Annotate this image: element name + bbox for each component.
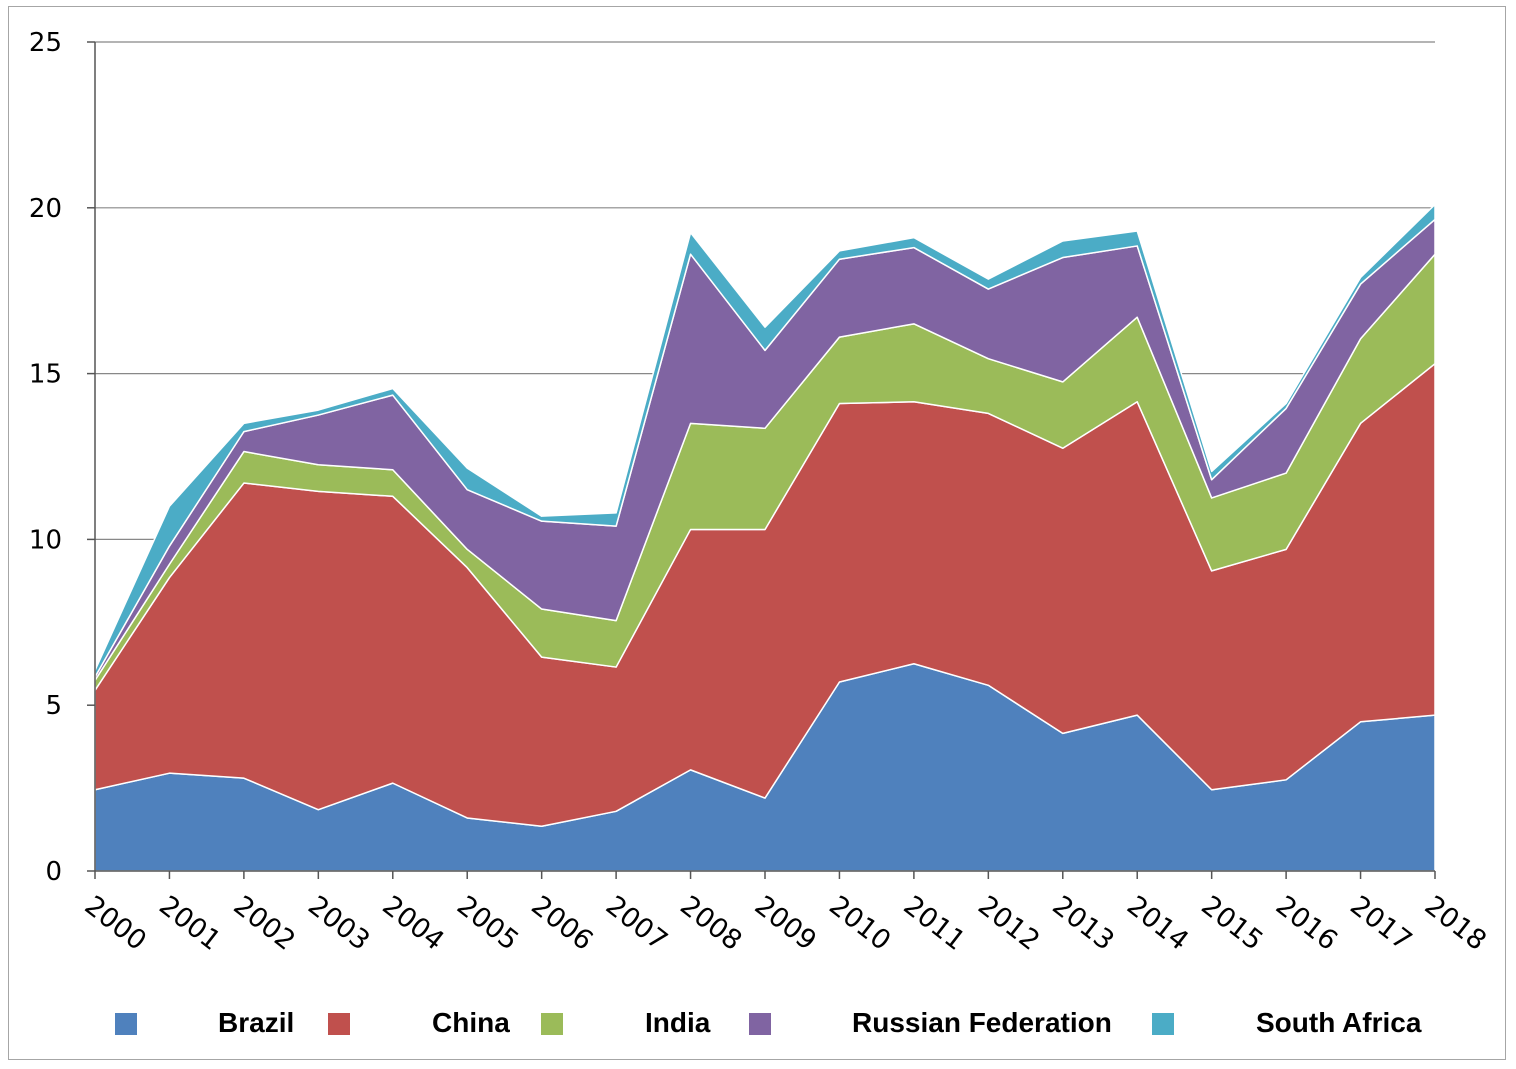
- x-tick-label: 2004: [376, 890, 449, 957]
- y-tick-labels: 0 5 10 15 20 25: [29, 28, 62, 887]
- x-tick-label: 2001: [153, 890, 226, 957]
- x-tick-label: 2013: [1046, 890, 1119, 957]
- legend-swatch-india: [541, 1013, 563, 1035]
- x-tick-label: 2010: [823, 890, 896, 957]
- legend-swatch-china: [328, 1013, 350, 1035]
- x-tick-label: 2018: [1419, 890, 1492, 957]
- y-tick-label: 20: [29, 194, 62, 224]
- legend-label-brazil: Brazil: [218, 1007, 294, 1038]
- y-tick-label: 15: [29, 360, 62, 390]
- x-tick-label: 2017: [1344, 890, 1417, 957]
- x-tick-label: 2008: [674, 890, 747, 957]
- x-tick-label: 2011: [898, 890, 971, 957]
- y-tick-label: 10: [29, 525, 62, 555]
- y-tick-label: 5: [45, 691, 62, 721]
- legend-swatch-brazil: [115, 1013, 137, 1035]
- legend-label-south-africa: South Africa: [1256, 1007, 1422, 1038]
- legend-swatch-russian-federation: [749, 1013, 771, 1035]
- x-tick-label: 2015: [1195, 890, 1268, 957]
- x-tick-label: 2016: [1270, 890, 1343, 957]
- legend-label-russian-federation: Russian Federation: [852, 1007, 1112, 1038]
- x-tick-label: 2006: [525, 890, 598, 957]
- x-tick-label: 2002: [228, 890, 301, 957]
- legend: Brazil China India Russian Federation South …: [115, 1007, 1422, 1038]
- x-tick-labels: 2000 2001 2002 2003 2004 2005 2006 2007 2008 2009…: [79, 890, 1492, 957]
- x-tick-label: 2009: [749, 890, 822, 957]
- x-tick-label: 2007: [600, 890, 673, 957]
- x-tick-label: 2003: [302, 890, 375, 957]
- x-tick-label: 2012: [972, 890, 1045, 957]
- area-south-africa: [94, 203, 1436, 678]
- legend-swatch-south-africa: [1152, 1013, 1174, 1035]
- legend-label-india: India: [645, 1007, 711, 1038]
- x-tick-label: 2000: [79, 890, 152, 957]
- x-tick-label: 2005: [451, 890, 524, 957]
- legend-label-china: China: [432, 1007, 510, 1038]
- axes: [87, 41, 1436, 879]
- series-areas: [94, 203, 1436, 872]
- y-tick-label: 25: [29, 28, 62, 58]
- x-tick-label: 2014: [1121, 890, 1194, 957]
- y-tick-label: 0: [45, 857, 62, 887]
